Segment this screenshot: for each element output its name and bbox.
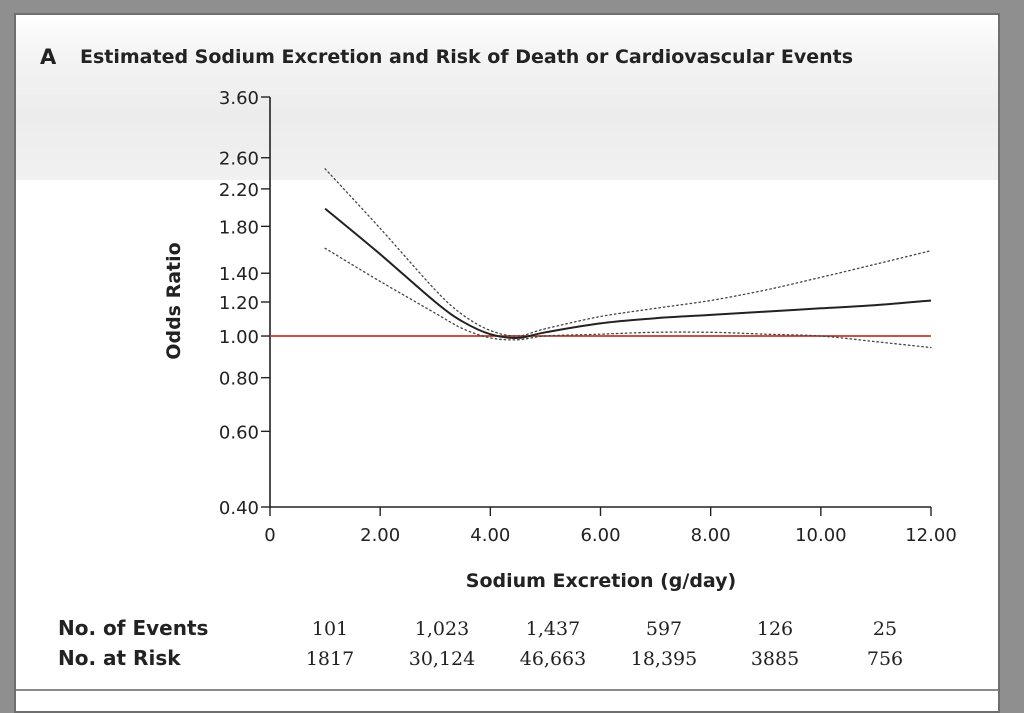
figure-panel — [14, 13, 1000, 713]
panel-label: A — [40, 45, 57, 69]
upper-ci-line — [324, 168, 932, 337]
table-cell: 597 — [646, 618, 682, 640]
y-tick-label: 1.40 — [219, 264, 259, 285]
x-tick-label: 4.00 — [470, 525, 510, 546]
axes: 0.40 0.60 0.80 1.00 1.20 1.40 1.80 2.20 2.60 3.60… — [219, 88, 957, 546]
y-tick-label: 0.40 — [219, 498, 259, 519]
panel-header-band — [16, 15, 998, 180]
y-tick-label: 2.20 — [219, 180, 259, 201]
table-cell: 756 — [867, 648, 903, 670]
x-axis-label: Sodium Excretion (g/day) — [466, 570, 736, 592]
x-tick-label: 10.00 — [795, 525, 847, 546]
y-tick-label: 3.60 — [219, 88, 259, 109]
table-cell: 1,023 — [415, 618, 469, 640]
table-row-label: No. at Risk — [58, 646, 181, 670]
lower-ci-line — [324, 247, 932, 349]
y-tick-label: 1.00 — [219, 327, 259, 348]
table-cell: 126 — [757, 618, 793, 640]
table-cell: 25 — [873, 618, 897, 640]
y-tick-label: 0.60 — [219, 422, 259, 443]
estimate-line — [324, 207, 932, 339]
y-tick-label: 1.80 — [219, 217, 259, 238]
panel-divider — [16, 689, 998, 691]
series-group — [324, 168, 932, 349]
y-axis-label: Odds Ratio — [163, 242, 185, 359]
x-tick-label: 0 — [264, 525, 275, 546]
x-tick-label: 6.00 — [580, 525, 620, 546]
table-cell: 30,124 — [409, 648, 475, 670]
table-cell: 18,395 — [631, 648, 697, 670]
x-tick-label: 2.00 — [360, 525, 400, 546]
table-cell: 1,437 — [526, 618, 580, 640]
table-cell: 3885 — [751, 648, 799, 670]
table-cell: 46,663 — [520, 648, 586, 670]
y-tick-label: 0.80 — [219, 369, 259, 390]
table-cell: 1817 — [306, 648, 354, 670]
x-tick-label: 8.00 — [691, 525, 731, 546]
x-tick-label: 12.00 — [905, 525, 957, 546]
table-cell: 101 — [312, 618, 348, 640]
risk-table: No. of Events 101 1,023 1,437 597 126 25 No. at… — [58, 616, 903, 670]
chart-title: Estimated Sodium Excretion and Risk of D… — [80, 46, 853, 68]
y-tick-label: 2.60 — [219, 149, 259, 170]
y-tick-label: 1.20 — [219, 293, 259, 314]
table-row-label: No. of Events — [58, 616, 208, 640]
